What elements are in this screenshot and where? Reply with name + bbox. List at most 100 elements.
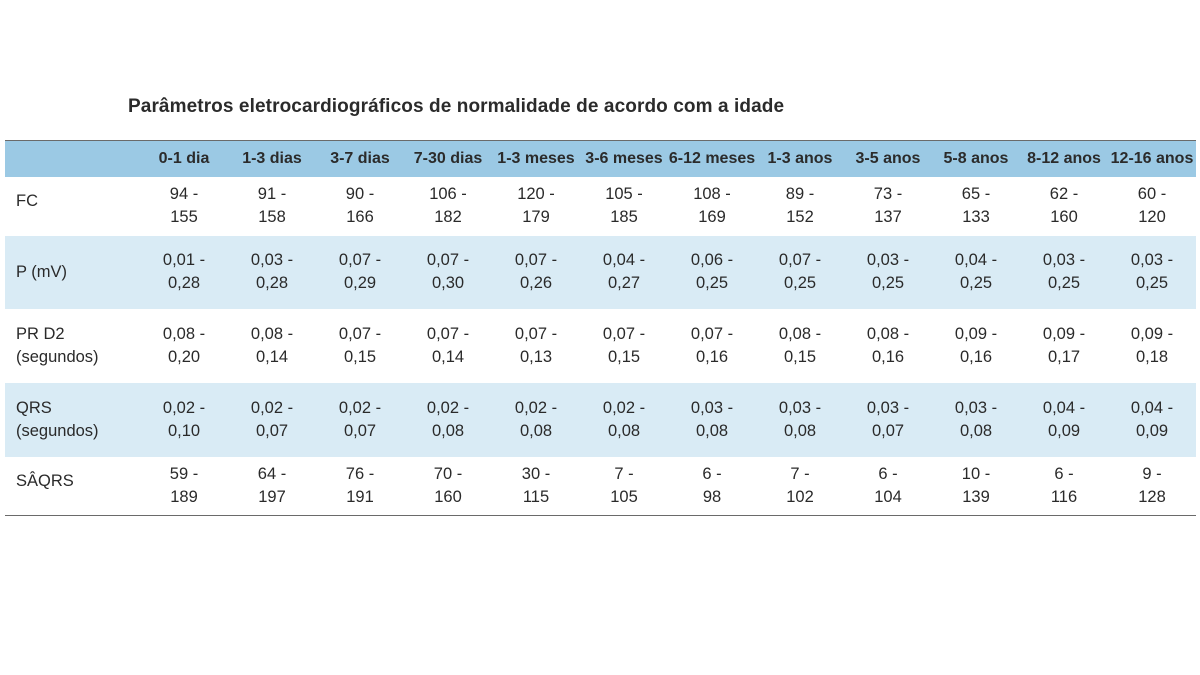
- range-min: 0,08 -: [778, 324, 822, 343]
- range-min: 7 -: [614, 464, 634, 483]
- range-min: 106 -: [429, 185, 467, 203]
- header-row: 0-1 dia 1-3 dias 3-7 dias 7-30 dias 1-3 mese…: [5, 140, 1196, 177]
- range-min: 0,01 -: [162, 251, 206, 269]
- range-min: 7 -: [790, 464, 810, 483]
- range-max: 0,08: [695, 421, 729, 440]
- range-max: 133: [962, 208, 990, 226]
- table-row: P (mV) 0,01 - 0,28 0,03 -0,28 0,07 - 0,29 0,07…: [5, 235, 1196, 309]
- row-label: QRS (segundos): [5, 383, 140, 457]
- range-max: 0,07: [871, 421, 905, 440]
- column-header: 7-30 dias: [404, 140, 492, 177]
- range-min: 0,08 -: [250, 324, 294, 343]
- table-row: SÂQRS 59 - 189 64 - 197 76 - 191 70 - 160 30 - 115…: [5, 456, 1196, 516]
- range-min: 59 -: [169, 464, 199, 483]
- range-max: 139: [962, 487, 990, 506]
- row-label-line2: (segundos): [16, 421, 99, 440]
- range-min: 0,09 -: [954, 324, 998, 343]
- range-max: 0,20: [167, 347, 201, 366]
- table-cell: 9 -128: [1108, 457, 1196, 516]
- row-label: FC: [5, 177, 140, 236]
- column-header: 1-3 anos: [756, 140, 844, 177]
- ecg-parameters-table: 0-1 dia 1-3 dias 3-7 dias 7-30 dias 1-3 mese…: [5, 140, 1196, 516]
- range-min: 62 -: [1049, 185, 1079, 203]
- range-min: 0,04 -: [954, 251, 998, 269]
- range-max: 0,15: [783, 347, 817, 366]
- table-cell: 0,07 - 0,14: [404, 309, 492, 383]
- table-cell: 0,03 - 0,07: [844, 383, 932, 457]
- range-min: 65 -: [961, 185, 991, 203]
- range-min: 60 -: [1137, 185, 1167, 203]
- table-cell: 105 - 185: [580, 177, 668, 236]
- range-min: 0,02 -: [514, 398, 558, 417]
- range-max: 0,15: [343, 347, 377, 366]
- range-min: 0,08 -: [866, 324, 910, 343]
- range-max: 191: [346, 487, 374, 506]
- range-min: 0,09 -: [1042, 324, 1086, 343]
- range-max: 185: [610, 208, 638, 226]
- range-max: 0,08: [959, 421, 993, 440]
- table-cell: 0,04 - 0,25: [932, 236, 1020, 309]
- table-cell: 7 -102: [756, 457, 844, 516]
- range-max: 0,29: [343, 274, 377, 292]
- range-min: 0,09 -: [1130, 324, 1174, 343]
- range-min: 0,07 -: [690, 324, 734, 343]
- range-max: 102: [786, 487, 814, 506]
- table-cell: 0,07 - 0,16: [668, 309, 756, 383]
- range-max: 0,08: [783, 421, 817, 440]
- table-cell: 0,08 - 0,14: [228, 309, 316, 383]
- range-max: 105: [610, 487, 638, 506]
- table-cell: 76 - 191: [316, 457, 404, 516]
- range-min: 0,07 -: [338, 251, 382, 269]
- column-header: 3-7 dias: [316, 140, 404, 177]
- range-min: 70 -: [433, 464, 463, 483]
- table-cell: 120 - 179: [492, 177, 580, 236]
- range-min: 0,07 -: [514, 251, 558, 269]
- range-min: 91 -: [257, 185, 287, 203]
- range-max: 0,09: [1135, 421, 1169, 440]
- range-max: 160: [434, 487, 462, 506]
- range-min: 0,03 -: [250, 251, 294, 269]
- table-cell: 0,02 - 0,10: [140, 383, 228, 457]
- range-min: 0,02 -: [162, 398, 206, 417]
- range-min: 94 -: [169, 185, 199, 203]
- table-cell: 0,07 - 0,15: [316, 309, 404, 383]
- table-cell: 91 - 158: [228, 177, 316, 236]
- row-label: P (mV): [5, 236, 140, 309]
- range-min: 10 -: [961, 464, 991, 483]
- table-cell: 6 -116: [1020, 457, 1108, 516]
- range-min: 0,03 -: [1042, 251, 1086, 269]
- table-cell: 0,07 - 0,30: [404, 236, 492, 309]
- range-min: 0,02 -: [338, 398, 382, 417]
- row-label-line1: PR D2: [16, 324, 65, 343]
- range-min: 0,03 -: [866, 251, 910, 269]
- table-cell: 0,01 - 0,28: [140, 236, 228, 309]
- table-cell: 10 - 139: [932, 457, 1020, 516]
- table-cell: 0,02 - 0,07: [228, 383, 316, 457]
- range-max: 0,28: [167, 274, 201, 292]
- range-min: 0,06 -: [690, 251, 734, 269]
- range-max: 0,08: [607, 421, 641, 440]
- range-max: 115: [522, 487, 550, 506]
- table-cell: 108 - 169: [668, 177, 756, 236]
- table-cell: 0,03 - 0,28: [228, 236, 316, 309]
- table-cell: 62 - 160: [1020, 177, 1108, 236]
- table-cell: 0,04 - 0,09: [1108, 383, 1196, 457]
- table-cell: 0,03 - 0,25: [1020, 236, 1108, 309]
- range-max: 179: [522, 208, 550, 226]
- range-max: 182: [434, 208, 462, 226]
- column-header: 8-12 anos: [1020, 140, 1108, 177]
- range-min: 64 -: [257, 464, 287, 483]
- range-min: 73 -: [873, 185, 903, 203]
- range-max: 0,16: [695, 347, 729, 366]
- range-max: 0,15: [607, 347, 641, 366]
- range-min: 9 -: [1142, 464, 1162, 483]
- ecg-parameters-table-wrapper: 0-1 dia 1-3 dias 3-7 dias 7-30 dias 1-3 mese…: [5, 140, 1196, 516]
- table-cell: 0,03 - 0,25: [844, 236, 932, 309]
- table-cell: 0,03 - 0,08: [932, 383, 1020, 457]
- table-cell: 0,07 - 0,25: [756, 236, 844, 309]
- range-min: 90 -: [345, 185, 375, 203]
- row-label-line1: P (mV): [16, 262, 68, 281]
- row-label-line1: FC: [16, 191, 38, 210]
- table-cell: 59 - 189: [140, 457, 228, 516]
- range-max: 0,16: [871, 347, 905, 366]
